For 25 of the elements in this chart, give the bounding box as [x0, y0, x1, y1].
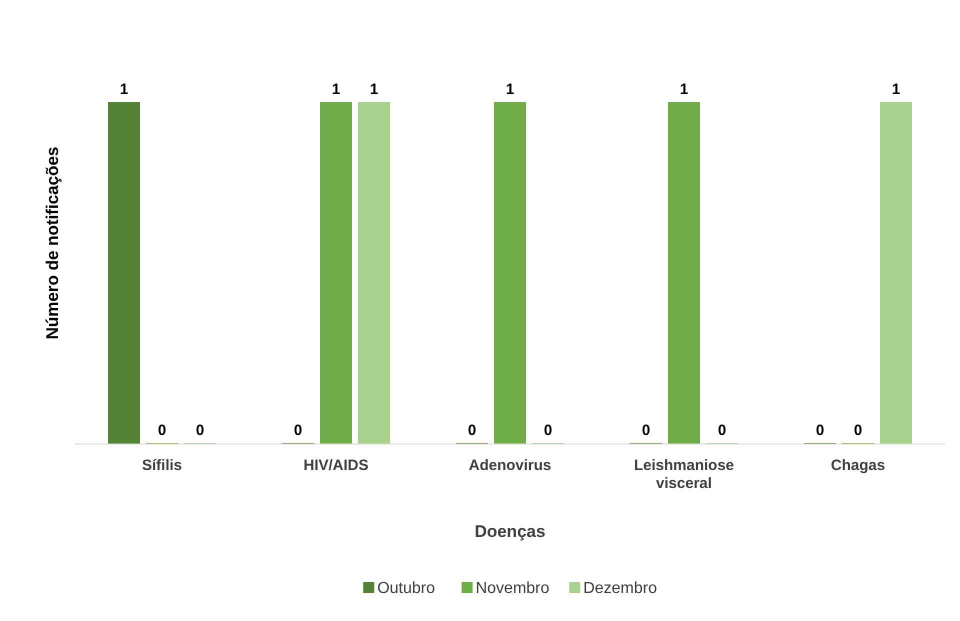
x-tick-label: HIV/AIDS	[303, 457, 369, 474]
data-label: 1	[120, 81, 128, 98]
data-label: 0	[196, 422, 204, 439]
data-label: 0	[718, 422, 726, 439]
data-label: 0	[816, 422, 824, 439]
legend-label: Outubro	[377, 580, 436, 597]
legend-label: Dezembro	[583, 580, 658, 597]
data-label: 0	[294, 422, 302, 439]
data-label: 0	[642, 422, 650, 439]
data-label: 1	[680, 81, 688, 98]
data-label: 1	[506, 81, 514, 98]
x-axis-title: Doenças	[474, 522, 546, 541]
data-label: 1	[370, 81, 378, 98]
legend-label: Novembro	[476, 580, 550, 597]
data-label: 0	[854, 422, 862, 439]
x-tick-label: Leishmaniose visceral	[634, 457, 734, 492]
y-axis-title: Número de notificações	[43, 146, 62, 340]
data-label: 0	[544, 422, 552, 439]
x-tick-label: Chagas	[830, 457, 886, 474]
x-tick-label: Adenovirus	[468, 457, 552, 474]
data-label: 0	[158, 422, 166, 439]
data-label: 0	[468, 422, 476, 439]
x-tick-label: Sífilis	[142, 457, 182, 474]
data-label: 1	[892, 81, 900, 98]
data-label: 1	[332, 81, 340, 98]
